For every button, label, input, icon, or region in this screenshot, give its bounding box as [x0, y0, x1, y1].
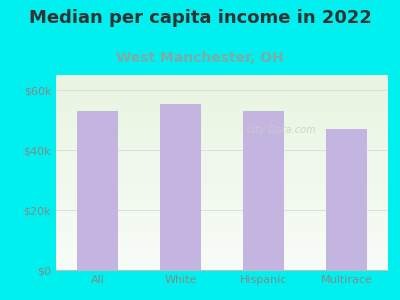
- Text: West Manchester, OH: West Manchester, OH: [116, 51, 284, 65]
- Text: City-Data.com: City-Data.com: [247, 124, 316, 135]
- Bar: [243, 111, 284, 270]
- Bar: [77, 111, 118, 270]
- Bar: [160, 103, 201, 270]
- Text: Median per capita income in 2022: Median per capita income in 2022: [28, 9, 372, 27]
- Bar: [326, 129, 367, 270]
